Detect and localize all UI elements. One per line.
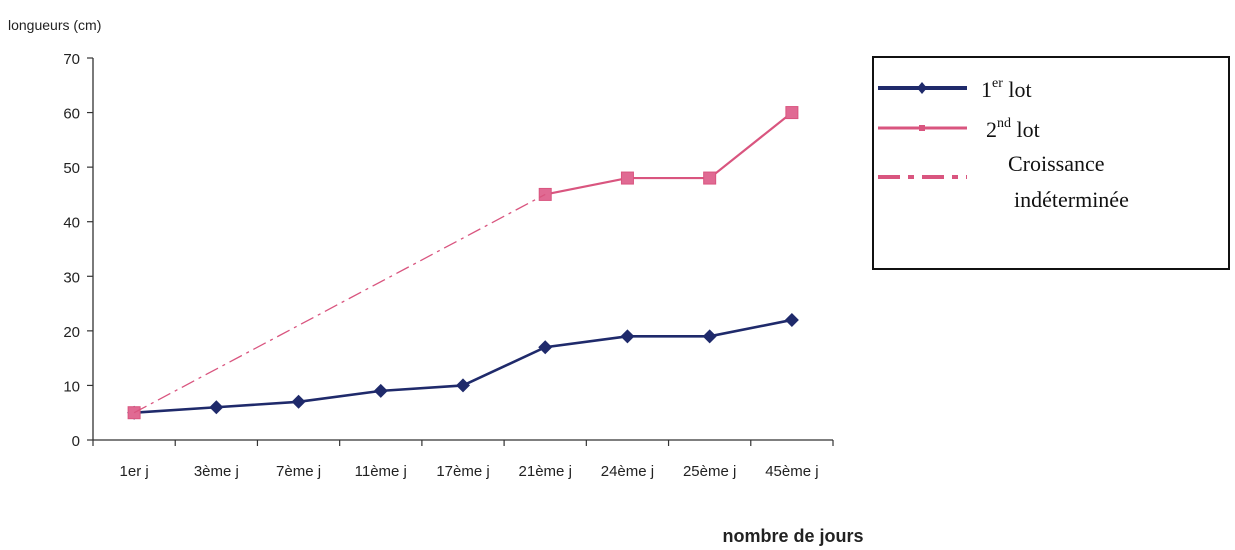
series-layer xyxy=(127,106,799,420)
y-tick-label: 70 xyxy=(63,51,80,68)
y-tick-label: 0 xyxy=(72,433,80,450)
y-tick-label: 60 xyxy=(63,106,80,123)
series-line-1 xyxy=(134,318,793,415)
x-tick-label: 24ème j xyxy=(601,463,654,480)
legend: 1er lot 2nd lot Croissance indéterminée xyxy=(872,56,1230,270)
data-point-lot2 xyxy=(703,171,717,185)
x-tick-label: 21ème j xyxy=(519,463,572,480)
y-tick-label: 10 xyxy=(63,378,80,395)
legend-label-lot2: 2nd lot xyxy=(986,116,1040,142)
legend-item-croissance: Croissance indéterminée xyxy=(878,151,1129,212)
data-point-lot2 xyxy=(785,106,799,120)
x-tick-label: 45ème j xyxy=(765,463,818,480)
data-point-lot1 xyxy=(373,383,388,398)
legend-item-lot1: 1er lot xyxy=(878,76,1032,102)
x-tick-label: 11ème j xyxy=(355,463,407,480)
legend-marker-lot1 xyxy=(917,82,927,94)
x-tick-label: 3ème j xyxy=(194,463,239,480)
legend-label-lot1: 1er lot xyxy=(981,76,1032,102)
x-tick-label: 7ème j xyxy=(276,463,321,480)
data-point-lot1 xyxy=(702,329,717,344)
legend-box xyxy=(872,56,1230,270)
data-point-lot1 xyxy=(620,329,635,344)
series-line-2 xyxy=(545,111,793,196)
x-tick-label: 17ème j xyxy=(436,463,489,480)
y-tick-label: 40 xyxy=(63,215,80,232)
data-point-lot1 xyxy=(538,340,553,355)
legend-item-lot2: 2nd lot xyxy=(878,116,1040,142)
y-tick-label: 20 xyxy=(63,324,80,341)
axes: 0 10 20 30 40 50 60 70 1er j 3ème j 7ème j 11ème j 1… xyxy=(63,51,834,480)
legend-label-croissance-line2: indéterminée xyxy=(1014,187,1129,212)
legend-marker-lot2 xyxy=(919,125,925,131)
y-tick-label: 50 xyxy=(63,160,80,177)
data-point-lot1 xyxy=(456,378,470,393)
series-line-croissance xyxy=(133,193,546,414)
x-tick-label: 25ème j xyxy=(683,463,736,480)
y-axis-title: longueurs (cm) xyxy=(8,17,101,33)
y-tick-label: 30 xyxy=(63,269,80,286)
x-axis-title: nombre de jours xyxy=(722,526,863,546)
data-point-lot2 xyxy=(620,171,634,185)
legend-label-croissance-line1: Croissance xyxy=(1008,151,1105,176)
x-tick-label: 1er j xyxy=(120,463,149,480)
data-point-lot1 xyxy=(209,400,224,415)
data-point-lot1 xyxy=(291,394,306,409)
data-point-lot1 xyxy=(784,312,799,327)
